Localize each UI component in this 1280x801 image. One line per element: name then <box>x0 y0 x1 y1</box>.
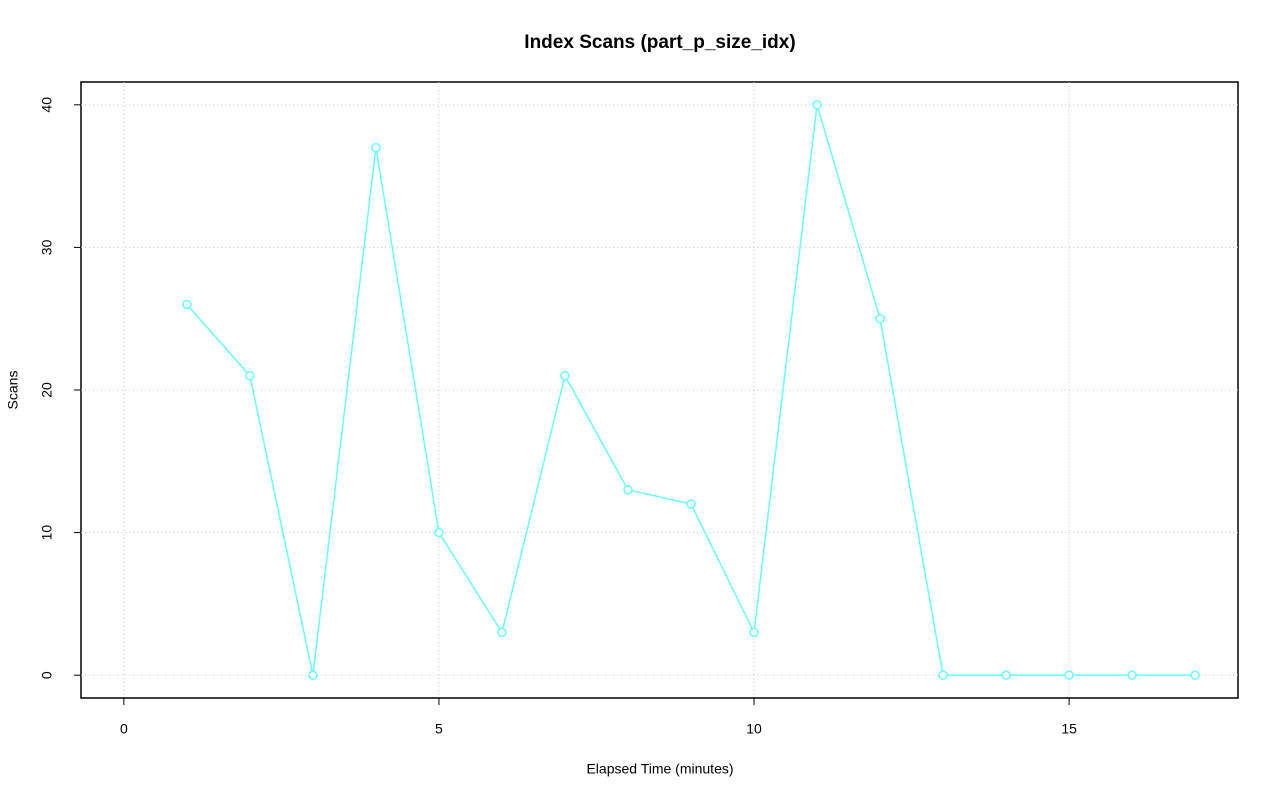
x-axis-label: Elapsed Time (minutes) <box>586 761 733 777</box>
point <box>1127 670 1137 680</box>
point <box>749 627 759 638</box>
x-tick-label: 5 <box>435 721 443 737</box>
point <box>938 670 948 680</box>
x-tick-label: 15 <box>1061 721 1077 737</box>
y-tick-label: 10 <box>39 525 55 541</box>
point <box>623 485 633 495</box>
y-axis-label: Scans <box>5 371 21 410</box>
y-tick-label: 40 <box>39 97 55 113</box>
point <box>875 313 885 324</box>
point <box>686 499 696 509</box>
point <box>182 299 192 310</box>
point <box>497 627 507 638</box>
x-tick-label: 10 <box>746 721 762 737</box>
point <box>371 142 381 153</box>
point <box>560 370 570 381</box>
point <box>1001 670 1011 680</box>
y-tick-label: 30 <box>39 239 55 255</box>
y-tick-label: 0 <box>39 671 55 679</box>
point <box>434 527 444 538</box>
x-tick-label: 0 <box>120 721 128 737</box>
line <box>186 104 1196 676</box>
y-tick-label: 20 <box>39 382 55 398</box>
point <box>1190 670 1200 680</box>
chart-title: Index Scans (part_p_size_idx) <box>524 32 795 53</box>
point <box>245 370 255 381</box>
point <box>308 670 318 680</box>
point <box>1064 670 1074 680</box>
plot-frame <box>80 81 1239 699</box>
point <box>812 100 822 110</box>
